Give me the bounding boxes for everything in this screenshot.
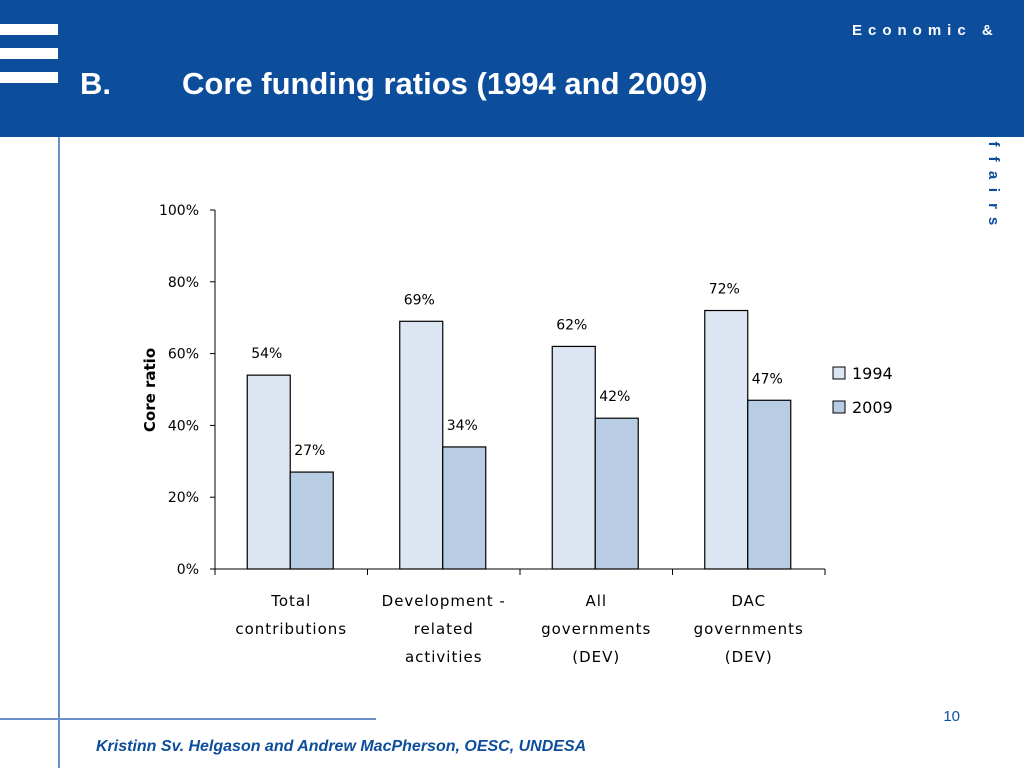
x-tick-label: activities [405,648,483,666]
data-label-2009: 47% [752,371,783,387]
header-bar: B. Core funding ratios (1994 and 2009) Ec… [0,0,1024,137]
x-tick-label: Total [270,592,311,610]
data-label-2009: 34% [447,418,478,434]
y-tick-label: 100% [159,203,199,219]
bar-1994 [399,320,444,570]
data-label-1994: 69% [404,292,435,308]
x-tick-label: related [414,620,474,638]
data-label-1994: 72% [709,282,740,298]
y-tick-label: 0% [177,562,199,578]
y-tick-label: 80% [168,275,199,291]
bar-2009 [594,417,639,570]
y-tick-label: 60% [168,347,199,363]
bar-2009 [289,471,334,570]
x-tick-label: governments [694,620,804,638]
x-tick-label: (DEV) [725,648,773,666]
x-tick-label: (DEV) [572,648,620,666]
bar-1994 [246,374,291,570]
x-tick-label: All [585,592,607,610]
y-axis-title: Core ratio [141,348,159,432]
bar-1994 [704,309,749,570]
page-number: 10 [943,708,960,725]
horizontal-divider [0,718,376,720]
legend-label-1994: 1994 [852,364,893,383]
x-tick-label: governments [541,620,651,638]
title-text: Core funding ratios (1994 and 2009) [182,66,708,101]
x-tick-label: Development - [382,592,506,610]
data-label-1994: 54% [251,346,282,362]
bar-2009 [442,446,487,570]
menu-lines-icon [0,24,58,84]
data-label-1994: 62% [556,317,587,333]
x-tick-label: contributions [235,620,347,638]
org-name-horizontal: Economic & [852,22,999,39]
legend-swatch-1994 [832,366,846,380]
footer-credit: Kristinn Sv. Helgason and Andrew MacPher… [96,738,587,755]
data-label-2009: 27% [294,443,325,459]
bar-1994 [551,345,596,570]
bar-2009 [747,399,792,570]
section-letter: B. [80,66,111,101]
data-label-2009: 42% [599,389,630,405]
x-tick-label: DAC [731,592,766,610]
y-tick-label: 40% [168,418,199,434]
legend-label-2009: 2009 [852,398,893,417]
y-tick-label: 20% [168,490,199,506]
legend-swatch-2009 [832,400,846,414]
page-title: B. Core funding ratios (1994 and 2009) [80,66,707,102]
vertical-divider [58,137,60,768]
